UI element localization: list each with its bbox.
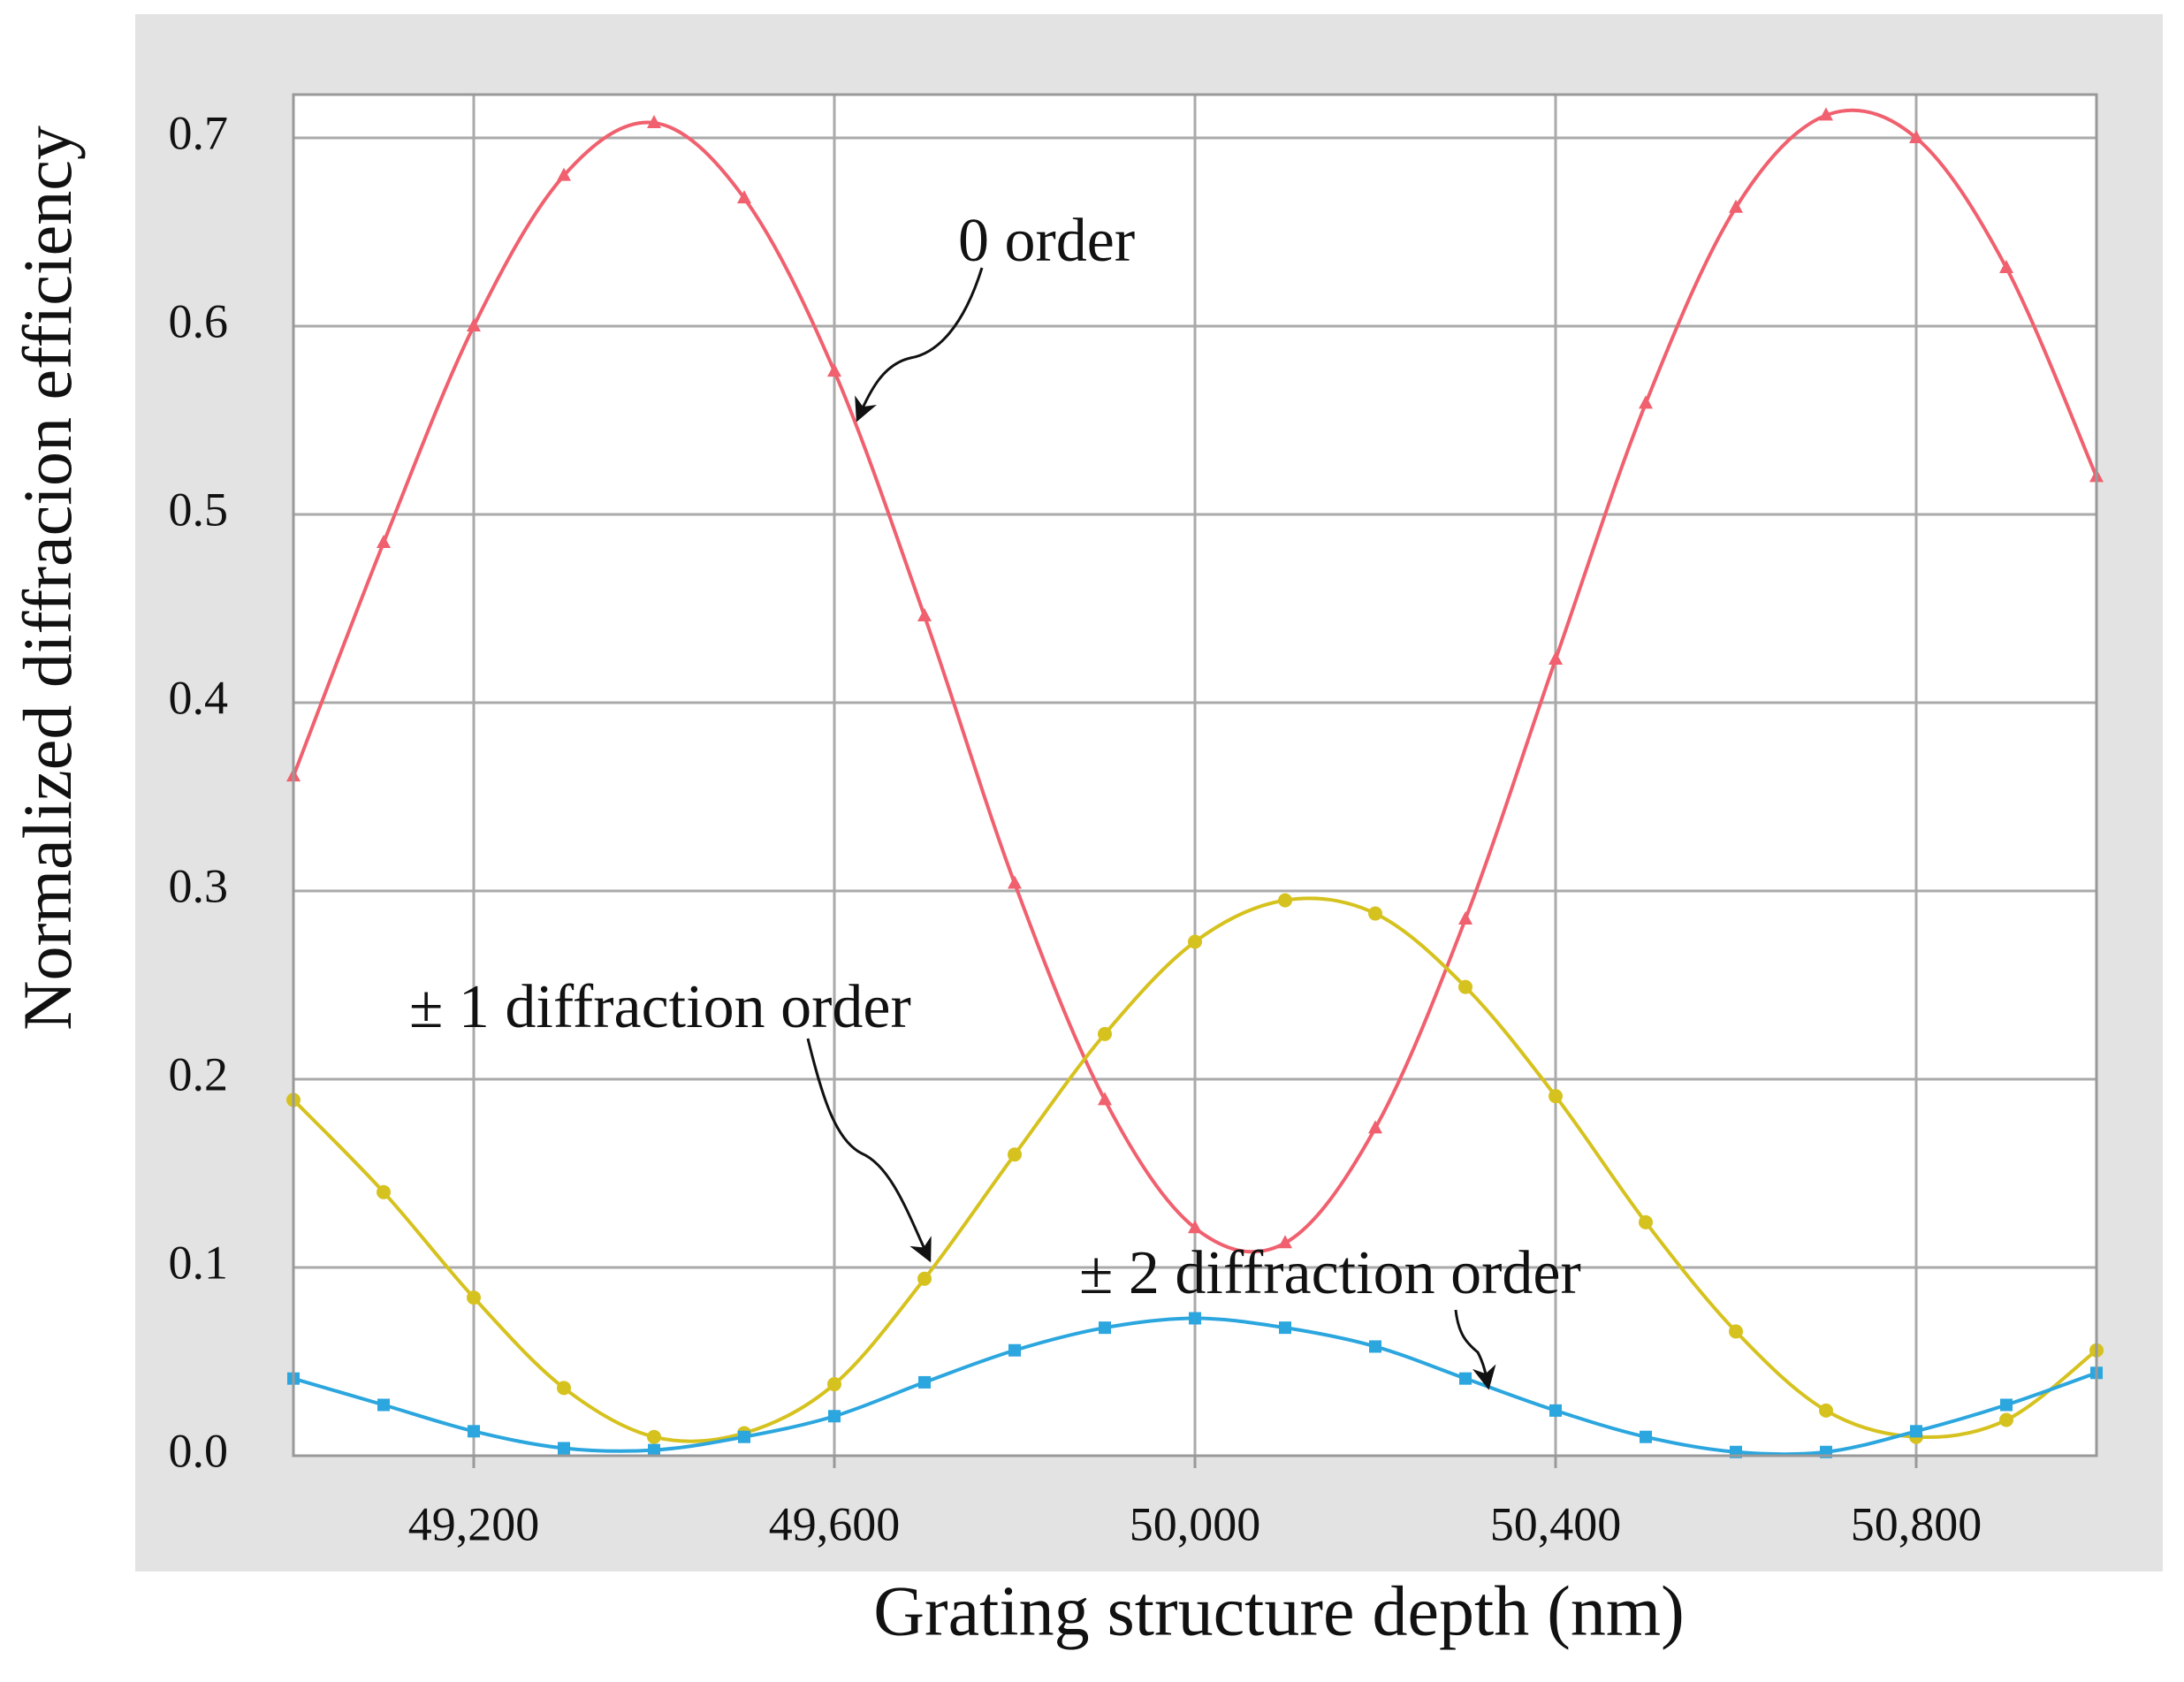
data-point: [1549, 651, 1563, 666]
x-tick-label: 50,400: [1490, 1497, 1622, 1550]
data-point: [1279, 1321, 1291, 1335]
data-point: [468, 1425, 480, 1438]
plot-frame: [292, 93, 2098, 1457]
data-point: [917, 608, 932, 622]
data-point: [1639, 1214, 1653, 1229]
data-point: [377, 1398, 390, 1412]
data-point: [917, 1271, 932, 1286]
annotation-arrow: [1454, 1309, 1496, 1390]
data-point: [1459, 1372, 1472, 1385]
data-point: [1819, 1403, 1833, 1418]
y-tick-label: 0.2: [169, 1047, 229, 1100]
data-point: [557, 167, 571, 181]
x-tick-label: 49,600: [769, 1497, 901, 1550]
x-axis-title: Grating structure depth (nm): [873, 1572, 1685, 1650]
data-point: [1999, 1412, 2013, 1427]
y-tick-label: 0.0: [169, 1424, 229, 1477]
data-point: [647, 1429, 661, 1444]
data-point: [647, 114, 661, 128]
data-point: [1729, 1324, 1743, 1339]
data-point: [1910, 1425, 1922, 1438]
series-group: [286, 107, 2104, 1458]
data-point: [1640, 1430, 1652, 1443]
y-tick-label: 0.1: [169, 1236, 229, 1289]
y-tick-label: 0.7: [169, 106, 229, 159]
data-point: [1099, 1321, 1111, 1335]
data-point: [1368, 1120, 1382, 1134]
series-line: [292, 108, 2098, 1254]
data-point: [1639, 395, 1653, 409]
data-point: [2000, 1398, 2013, 1412]
data-point: [1819, 107, 1833, 121]
data-point: [918, 1375, 931, 1389]
data-point: [1188, 934, 1202, 949]
data-point: [1368, 906, 1382, 921]
annotation: 0 order: [958, 207, 1135, 275]
x-tick-label: 50,800: [1851, 1497, 1982, 1550]
data-point: [738, 1430, 750, 1443]
data-point: [377, 1184, 391, 1199]
data-point: [377, 534, 391, 548]
data-point: [1098, 1092, 1112, 1106]
data-point: [557, 1381, 571, 1396]
data-point: [1729, 199, 1743, 213]
y-tick-label: 0.4: [169, 671, 229, 724]
annotation: ± 1 diffraction order: [409, 973, 911, 1041]
data-point: [1189, 1312, 1201, 1325]
annotation: ± 2 diffraction order: [1079, 1239, 1581, 1307]
x-tick-label: 50,000: [1130, 1497, 1261, 1550]
y-tick-label: 0.6: [169, 294, 229, 347]
data-point: [828, 1410, 841, 1423]
x-tick-label: 49,200: [408, 1497, 540, 1550]
data-point: [1098, 1026, 1112, 1041]
y-tick-label: 0.3: [169, 859, 229, 912]
data-point: [1909, 129, 1923, 143]
data-point: [467, 1290, 481, 1305]
data-point: [827, 1377, 841, 1392]
annotation-arrow: [806, 1038, 932, 1263]
data-point: [1278, 893, 1292, 908]
y-axis-title: Normalized diffracion efficiency: [9, 126, 86, 1031]
annotation-arrow: [855, 267, 984, 422]
data-point: [1549, 1404, 1562, 1417]
data-point: [1458, 910, 1472, 925]
data-point: [648, 1443, 660, 1457]
data-point: [737, 190, 751, 204]
data-point: [1008, 1147, 1022, 1162]
data-point: [1188, 1220, 1202, 1234]
data-point: [1008, 875, 1022, 889]
grid: [293, 95, 2096, 1468]
data-point: [1369, 1340, 1381, 1353]
data-point: [558, 1442, 570, 1455]
data-point: [1008, 1343, 1021, 1357]
data-point: [1999, 259, 2013, 273]
data-point: [1458, 979, 1472, 994]
data-point: [1278, 1235, 1292, 1249]
series-line: [292, 896, 2098, 1443]
data-point: [1549, 1089, 1563, 1104]
y-tick-label: 0.5: [169, 483, 229, 536]
data-point: [467, 317, 481, 331]
data-point: [827, 363, 841, 377]
